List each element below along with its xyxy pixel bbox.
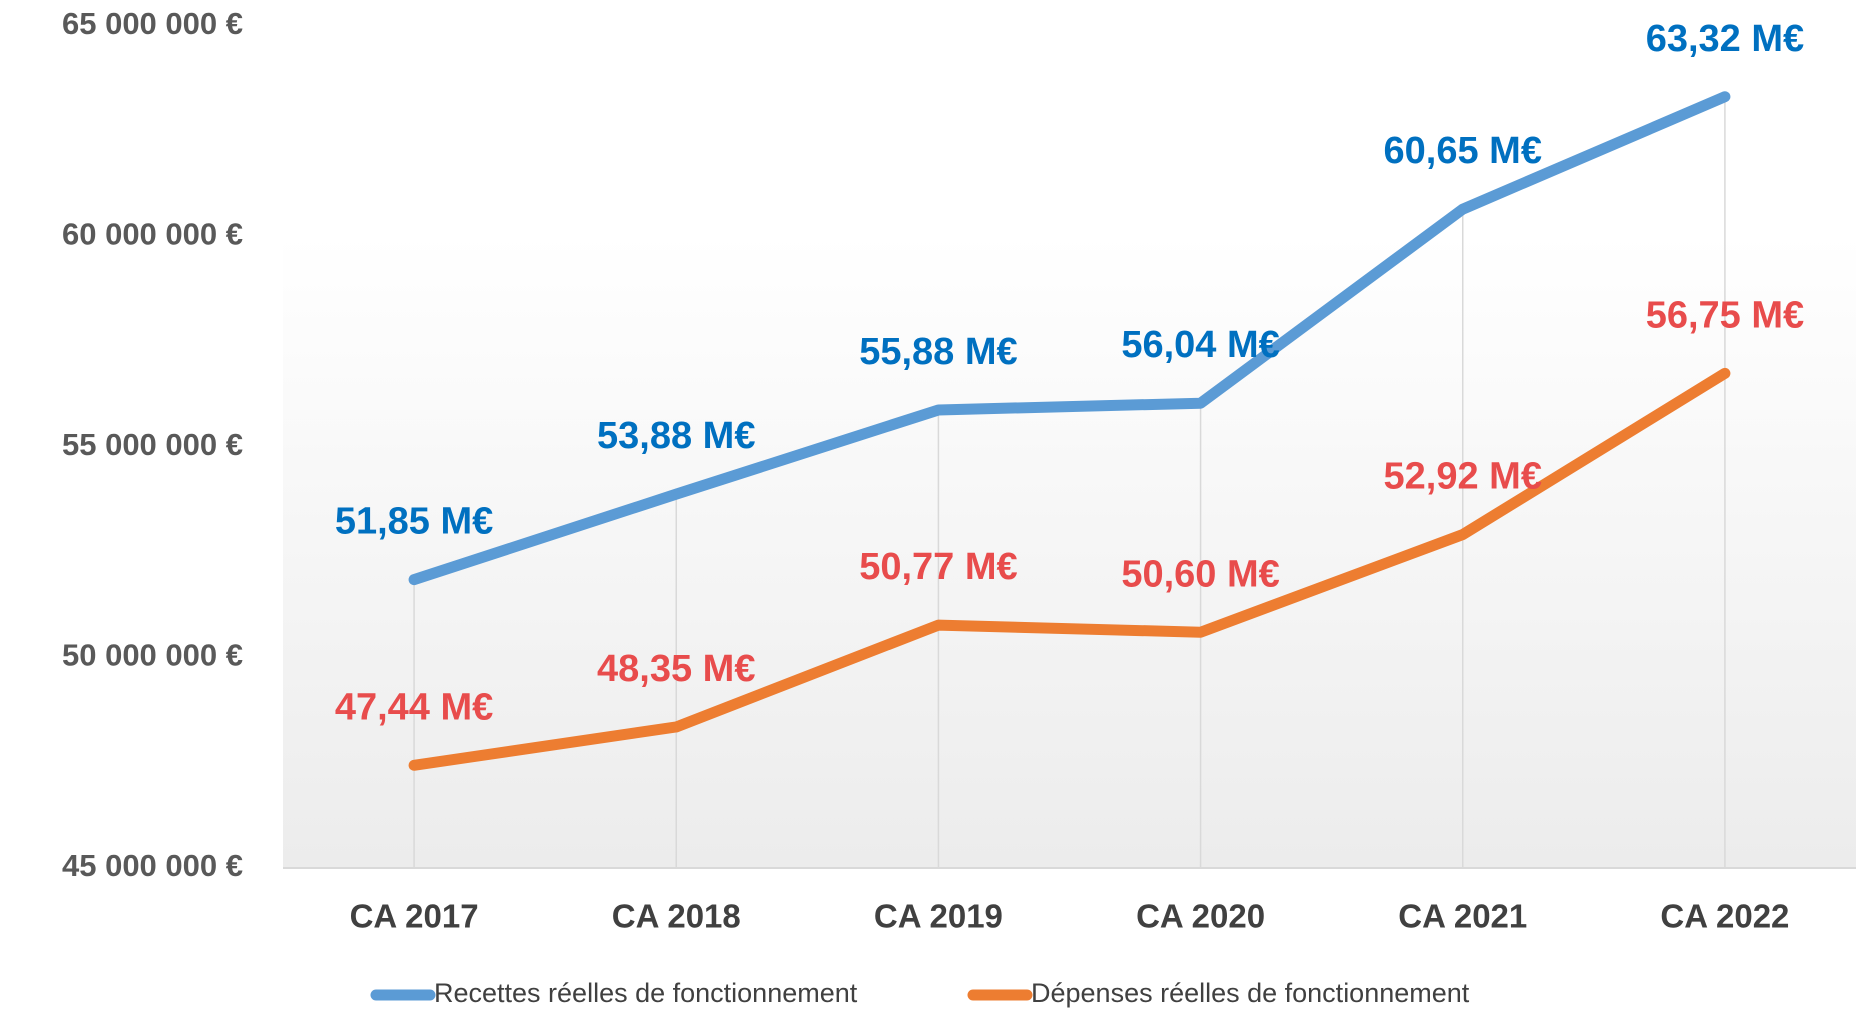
- data-label: 56,04 M€: [1121, 324, 1279, 366]
- x-tick-label: CA 2018: [612, 898, 741, 935]
- plot-background: [283, 235, 1856, 868]
- data-label: 48,35 M€: [597, 648, 755, 690]
- x-tick-label: CA 2021: [1398, 898, 1527, 935]
- x-tick-label: CA 2022: [1660, 898, 1789, 935]
- x-tick-label: CA 2020: [1136, 898, 1265, 935]
- y-tick-label: 60 000 000 €: [62, 217, 243, 252]
- data-label: 51,85 M€: [335, 501, 493, 543]
- series-line: [408, 367, 1731, 771]
- data-label: 53,88 M€: [597, 415, 755, 457]
- legend-label: Dépenses réelles de fonctionnement: [1031, 978, 1470, 1008]
- y-tick-label: 65 000 000 €: [62, 6, 243, 41]
- x-tick-label: CA 2017: [350, 898, 479, 935]
- data-label: 55,88 M€: [859, 331, 1017, 373]
- data-label: 50,77 M€: [859, 546, 1017, 588]
- data-label: 60,65 M€: [1384, 130, 1542, 172]
- y-tick-label: 50 000 000 €: [62, 638, 243, 673]
- y-tick-label: 45 000 000 €: [62, 848, 243, 883]
- data-label: 56,75 M€: [1646, 294, 1804, 336]
- legend-label: Recettes réelles de fonctionnement: [434, 978, 858, 1008]
- data-label: 63,32 M€: [1646, 18, 1804, 60]
- data-label: 47,44 M€: [335, 686, 493, 728]
- data-label: 52,92 M€: [1384, 456, 1542, 498]
- x-tick-label: CA 2019: [874, 898, 1003, 935]
- series-line: [408, 91, 1731, 586]
- data-label: 50,60 M€: [1121, 553, 1279, 595]
- y-tick-label: 55 000 000 €: [62, 427, 243, 462]
